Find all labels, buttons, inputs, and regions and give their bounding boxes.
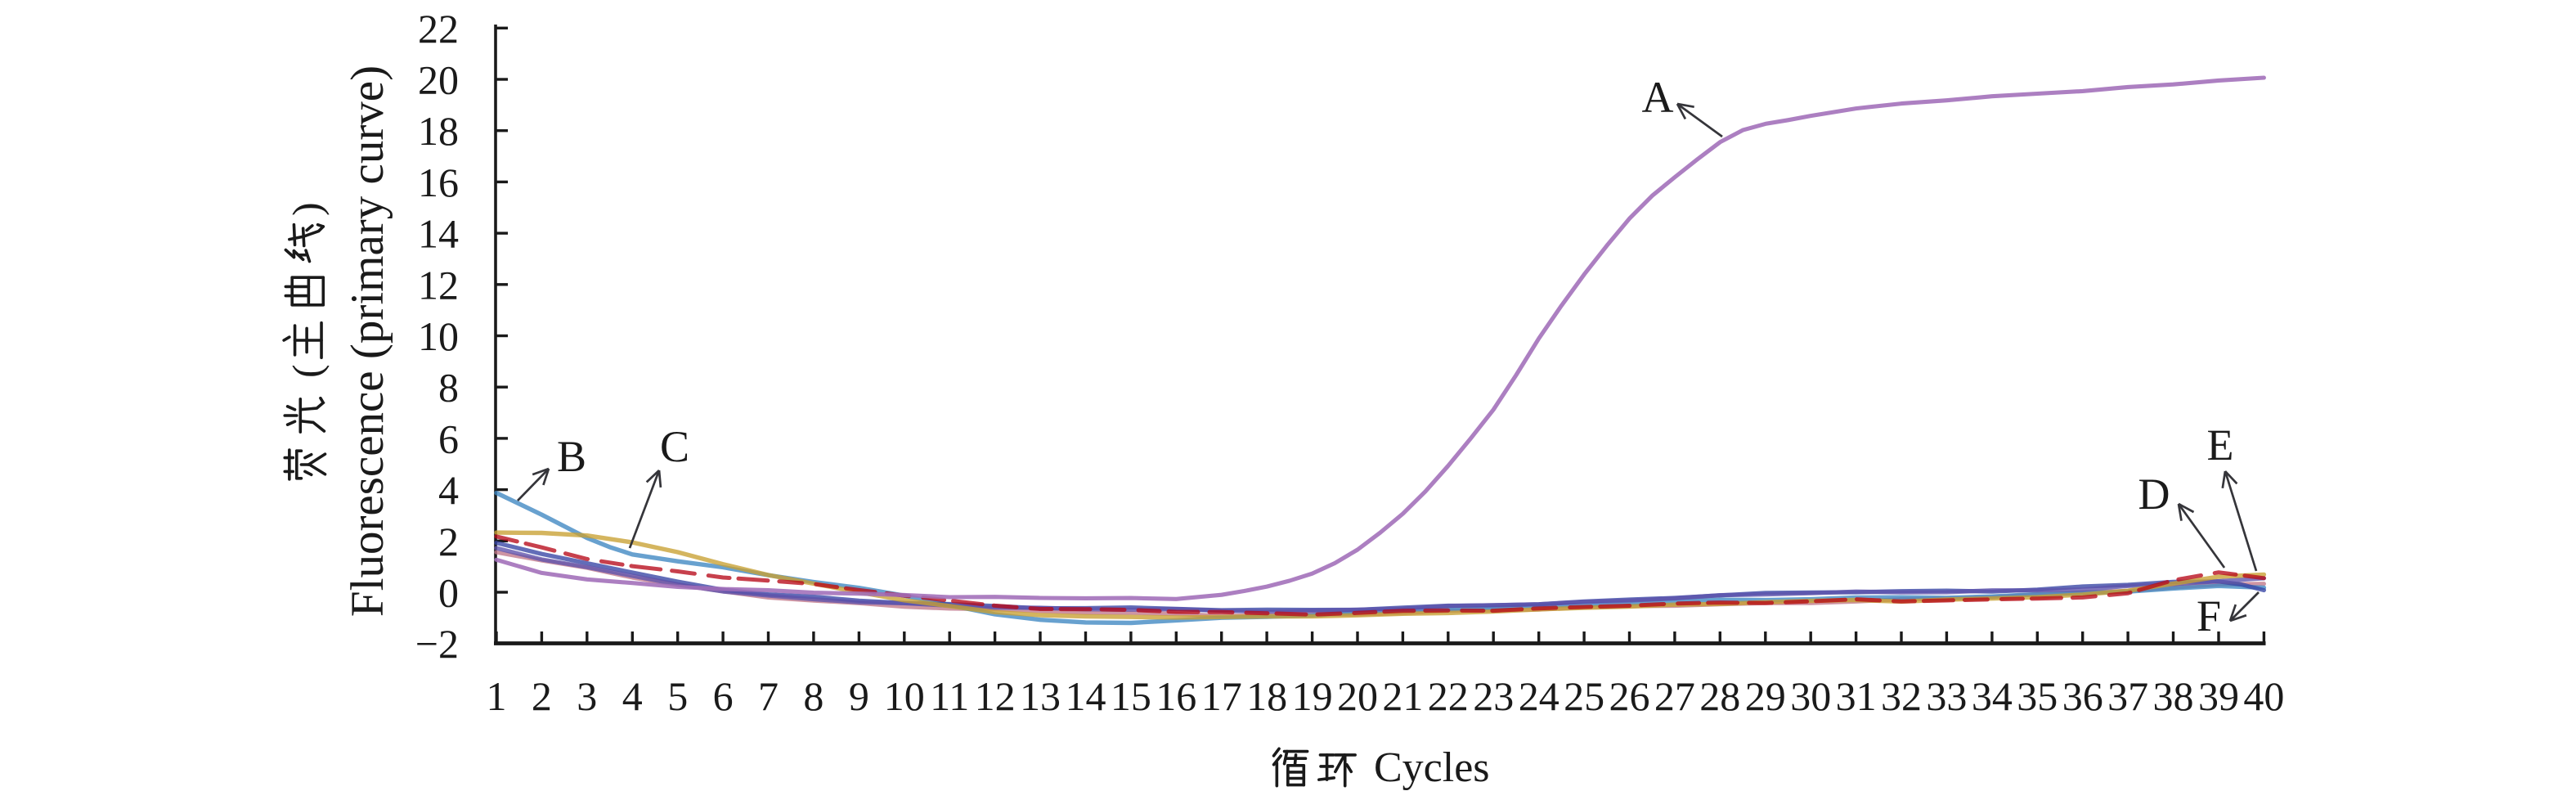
svg-text:16: 16 [418,160,459,205]
svg-text:2: 2 [438,519,459,564]
svg-text:19: 19 [1292,673,1333,719]
svg-text:35: 35 [2017,673,2058,719]
svg-text:3: 3 [577,673,597,719]
svg-text:0: 0 [438,570,459,616]
svg-text:(: ( [284,364,330,378]
svg-text:7: 7 [758,673,779,719]
svg-text:33: 33 [1926,673,1967,719]
svg-text:27: 27 [1654,673,1695,719]
svg-text:12: 12 [418,262,459,308]
svg-text:−2: −2 [415,621,459,667]
svg-text:34: 34 [1972,673,2013,719]
svg-text:36: 36 [2062,673,2103,719]
svg-text:31: 31 [1836,673,1877,719]
svg-text:4: 4 [622,673,643,719]
svg-text:30: 30 [1790,673,1831,719]
svg-text:14: 14 [418,211,459,257]
svg-text:20: 20 [1337,673,1378,719]
svg-text:15: 15 [1111,673,1151,719]
svg-text:25: 25 [1564,673,1604,719]
svg-text:12: 12 [975,673,1016,719]
svg-text:18: 18 [418,108,459,154]
svg-text:Fluorescence (primary curve): Fluorescence (primary curve) [342,65,393,617]
svg-text:Cycles: Cycles [1374,744,1490,791]
svg-text:4: 4 [438,467,459,513]
svg-text:17: 17 [1201,673,1242,719]
svg-text:32: 32 [1881,673,1922,719]
svg-text:1: 1 [487,673,507,719]
svg-text:22: 22 [418,6,459,52]
svg-text:6: 6 [713,673,734,719]
svg-text:40: 40 [2243,673,2284,719]
svg-text:21: 21 [1382,673,1423,719]
svg-text:22: 22 [1428,673,1469,719]
svg-text:16: 16 [1156,673,1196,719]
svg-text:10: 10 [884,673,925,719]
svg-text:24: 24 [1519,673,1560,719]
svg-text:38: 38 [2153,673,2194,719]
svg-text:26: 26 [1609,673,1650,719]
svg-text:23: 23 [1473,673,1514,719]
svg-text:28: 28 [1699,673,1740,719]
svg-text:C: C [660,422,689,471]
svg-text:8: 8 [438,365,459,411]
svg-text:13: 13 [1020,673,1061,719]
svg-text:D: D [2138,470,2170,519]
svg-text:): ) [284,202,330,216]
svg-text:B: B [557,432,586,481]
svg-text:E: E [2207,420,2234,470]
svg-text:18: 18 [1246,673,1287,719]
svg-text:2: 2 [532,673,552,719]
svg-text:10: 10 [418,313,459,359]
svg-text:A: A [1642,73,1674,122]
svg-text:14: 14 [1066,673,1106,719]
svg-text:37: 37 [2107,673,2148,719]
svg-text:29: 29 [1745,673,1786,719]
svg-text:20: 20 [418,57,459,103]
svg-text:F: F [2197,591,2221,640]
svg-text:5: 5 [667,673,688,719]
svg-text:39: 39 [2198,673,2239,719]
svg-text:9: 9 [849,673,869,719]
svg-text:6: 6 [438,416,459,461]
svg-text:8: 8 [803,673,824,719]
svg-text:11: 11 [930,673,969,719]
